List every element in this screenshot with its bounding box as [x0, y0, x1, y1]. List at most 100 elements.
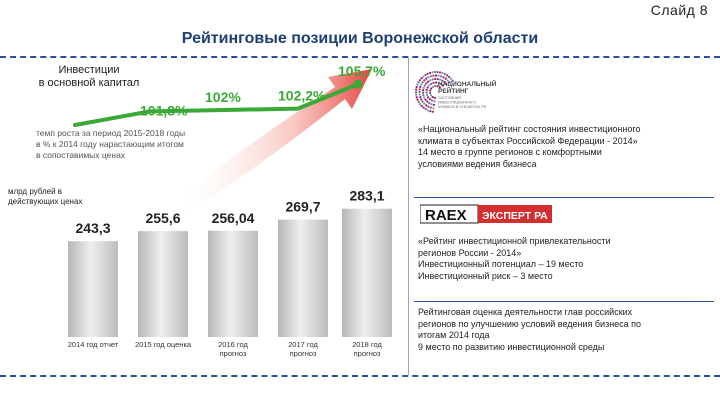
bar-3: [278, 219, 328, 337]
national-rating-logo-dot: [448, 75, 451, 79]
national-rating-logo-dot: [439, 82, 443, 86]
growth-label-2017: 102,2%: [278, 88, 326, 104]
national-rating-logo-dot: [417, 81, 420, 84]
national-rating-logo-dot: [415, 88, 418, 91]
bar-category-2: 2016 год прогноз: [218, 340, 248, 358]
bar-value-1: 255,6: [145, 210, 180, 226]
column-divider: [408, 57, 409, 375]
investment-label: Инвестиции в основной капитал: [38, 64, 140, 89]
national-rating-logo-dot: [445, 82, 448, 86]
national-rating-logo-dot: [423, 102, 426, 105]
growth-note: темп роста за период 2015-2018 годы в % …: [36, 128, 186, 160]
national-rating-logo-dot: [414, 91, 418, 94]
national-rating-logo-dot: [427, 76, 430, 79]
national-rating-logo-dot: [431, 95, 434, 99]
top-divider: [0, 56, 720, 58]
national-rating-logo-dot: [430, 99, 434, 102]
growth-arrow: [175, 69, 372, 212]
national-rating-logo-dot: [446, 74, 449, 77]
national-rating-logo-dot: [433, 100, 436, 103]
national-rating-logo-dot: [446, 79, 449, 82]
national-rating-logo-dot: [424, 73, 427, 77]
bar-0: [68, 241, 118, 337]
national-rating-logo-dot: [418, 93, 421, 96]
bar-value-0: 243,3: [75, 220, 110, 236]
national-rating-logo-dot: [422, 94, 425, 97]
national-rating-logo-dot: [439, 78, 442, 81]
rating-2-text: «Рейтинг инвестиционной привлекательност…: [418, 236, 611, 281]
bar-1: [138, 231, 188, 337]
national-rating-logo-dot: [437, 81, 440, 84]
growth-label-2015: 101,8%: [140, 102, 188, 118]
national-rating-logo-dot: [440, 75, 443, 78]
national-rating-logo-dot: [418, 79, 421, 82]
national-rating-logo-dot: [429, 92, 432, 95]
national-rating-logo-dot: [425, 88, 428, 92]
national-rating-logo-dot: [434, 74, 438, 77]
national-rating-logo-dot: [427, 105, 430, 108]
national-rating-logo-dot: [426, 72, 429, 75]
growth-label-2018: 105,7%: [338, 63, 386, 79]
national-rating-logo-dot: [421, 91, 425, 94]
national-rating-logo-dot: [430, 103, 433, 106]
investment-chart: 101,8% 102% 102,2% 105,7% 243,3 2014 год отч…: [68, 63, 392, 358]
national-rating-logo-dot: [423, 79, 426, 82]
national-rating-logo-dot: [434, 84, 437, 88]
national-rating-logo-line1: НАЦИОНАЛЬНЫЙ: [438, 79, 497, 88]
national-rating-logo-dot: [419, 96, 422, 99]
national-rating-logo-dot: [425, 82, 428, 85]
national-rating-logo-dot: [433, 70, 437, 74]
national-rating-logo-dot: [418, 102, 422, 106]
rating-3-text: Рейтинговая оценка деятельности глав рос…: [418, 307, 642, 352]
page-title: Рейтинговые позиции Воронежской области: [181, 30, 539, 47]
national-rating-logo-dot: [420, 98, 423, 101]
national-rating-logo-dot: [426, 86, 429, 89]
raex-logo: RAEX ЭКСПЕРТ РА: [420, 204, 552, 224]
bar-value-2: 256,04: [212, 210, 255, 226]
national-rating-logo-dot: [421, 100, 424, 103]
national-rating-logo-dot: [431, 78, 434, 81]
national-rating-logo-dot: [429, 110, 432, 113]
growth-line: [73, 82, 360, 127]
national-rating-logo-dot: [434, 77, 437, 81]
national-rating-logo-dot: [423, 84, 426, 87]
national-rating-logo-dot: [443, 81, 446, 84]
national-rating-logo-dot: [428, 84, 431, 87]
national-rating-logo-dot: [441, 72, 444, 75]
unit-note: млрд рублей в действующих ценах: [8, 187, 83, 206]
national-rating-logo-dot: [425, 104, 428, 107]
national-rating-logo-dot: [416, 83, 419, 86]
national-rating-logo-dot: [437, 74, 440, 77]
raex-logo-text: RAEX: [425, 207, 467, 224]
national-rating-logo-dot: [433, 96, 437, 100]
national-rating-logo-dot: [430, 87, 433, 90]
national-rating-logo-dot: [418, 88, 421, 91]
national-rating-logo-dot: [429, 79, 432, 82]
national-rating-logo-dot: [420, 77, 423, 80]
national-rating-logo-line3: СОСТОЯНИЯ: [438, 96, 461, 100]
bar-value-3: 269,7: [285, 199, 320, 215]
national-rating-logo-dot: [426, 109, 430, 112]
bar-value-4: 283,1: [349, 188, 384, 204]
national-rating-logo-dot: [431, 71, 434, 74]
national-rating-logo-dot: [422, 89, 425, 92]
bar-category-3: 2017 год прогноз: [288, 340, 318, 358]
slide-number: Слайд 8: [650, 2, 708, 18]
national-rating-logo-dot: [425, 77, 428, 80]
bar-2: [208, 230, 258, 337]
national-rating-logo-line5: КЛИМАТА В СУБЪЕКТАХ РФ: [438, 105, 487, 109]
national-rating-logo-dot: [435, 81, 438, 84]
bottom-divider: [0, 375, 720, 377]
national-rating-logo-dot: [418, 90, 421, 94]
national-rating-logo-dot: [429, 94, 433, 97]
national-rating-logo-dot: [429, 89, 432, 92]
national-rating-logo-dot: [426, 100, 429, 103]
national-rating-logo-dot: [451, 79, 454, 82]
national-rating-logo-dot: [421, 81, 424, 84]
national-rating-logo-dot: [422, 106, 425, 109]
national-rating-logo-dot: [431, 85, 435, 88]
national-rating-logo-dot: [449, 77, 453, 80]
national-rating-logo-line2: РЕЙТИНГ: [438, 86, 469, 95]
national-rating-logo-dot: [441, 84, 445, 87]
national-rating-logo-dot: [415, 96, 418, 99]
